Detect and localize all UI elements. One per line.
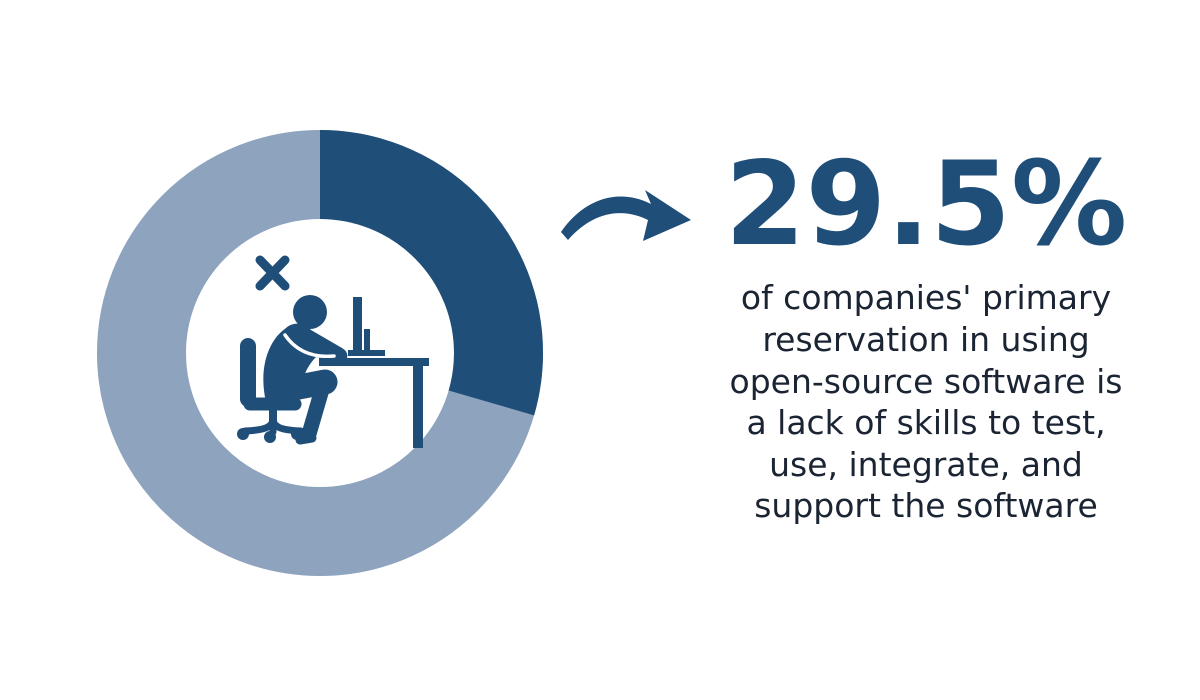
desk-icon [319,358,429,448]
frustrated-worker-icon [237,255,429,448]
donut-segment-highlight [97,130,543,576]
stat-column: 29.5% of companies' primary reservation … [692,138,1160,527]
monitor-icon [348,297,385,356]
office-chair-icon [237,338,305,443]
curved-arrow-icon [561,190,691,241]
person-figure [263,295,348,445]
stat-description: of companies' primary reservation in usi… [729,278,1123,526]
x-mark-icon [255,255,290,291]
stat-value: 29.5% [724,137,1128,272]
donut-chart [97,130,543,576]
